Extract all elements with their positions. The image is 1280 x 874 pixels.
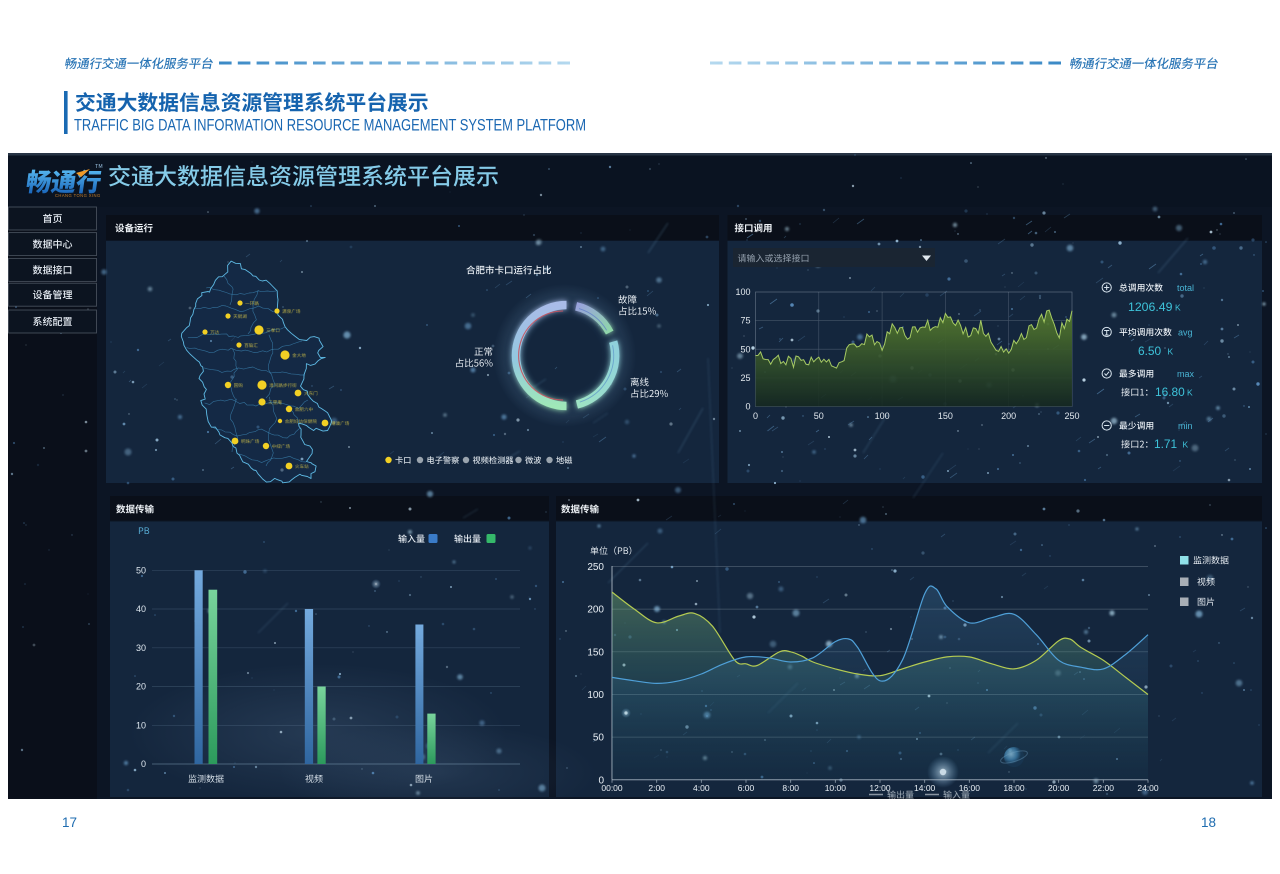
svg-text:20:00: 20:00 xyxy=(1048,783,1070,793)
svg-text:40: 40 xyxy=(136,604,146,614)
svg-text:10:00: 10:00 xyxy=(825,783,847,793)
svg-text:150: 150 xyxy=(938,411,953,421)
svg-text:min: min xyxy=(1178,421,1193,431)
svg-text:100: 100 xyxy=(587,690,604,701)
svg-text:30: 30 xyxy=(136,643,146,653)
svg-text:20: 20 xyxy=(136,682,146,692)
svg-text:200: 200 xyxy=(1001,411,1016,421)
svg-text:10: 10 xyxy=(136,720,146,730)
svg-text:50: 50 xyxy=(593,733,605,744)
svg-text:0: 0 xyxy=(598,775,604,786)
svg-text:6:00: 6:00 xyxy=(738,783,755,793)
svg-text:2:00: 2:00 xyxy=(648,783,665,793)
svg-text:17: 17 xyxy=(62,815,77,830)
svg-text:K: K xyxy=(1183,440,1189,450)
svg-text:150: 150 xyxy=(587,647,604,658)
svg-text:50: 50 xyxy=(740,344,750,354)
svg-text:0: 0 xyxy=(745,402,750,412)
svg-text:250: 250 xyxy=(587,562,604,573)
svg-text:K: K xyxy=(1187,388,1193,398)
svg-text:K: K xyxy=(1175,303,1181,313)
svg-text:12:00: 12:00 xyxy=(869,783,891,793)
svg-text:8:00: 8:00 xyxy=(782,783,799,793)
svg-text:4:00: 4:00 xyxy=(693,783,710,793)
svg-text:CHANG TONG XING: CHANG TONG XING xyxy=(55,193,101,198)
svg-text:total: total xyxy=(1177,283,1194,293)
svg-text:100: 100 xyxy=(875,411,890,421)
svg-text:avg: avg xyxy=(1178,327,1193,337)
svg-text:18: 18 xyxy=(1201,815,1216,830)
svg-text:25: 25 xyxy=(740,373,750,383)
svg-text:1206.49: 1206.49 xyxy=(1128,300,1173,314)
svg-text:00:00: 00:00 xyxy=(601,783,623,793)
svg-text:TRAFFIC BIG DATA INFORMATION R: TRAFFIC BIG DATA INFORMATION RESOURCE MA… xyxy=(74,117,586,135)
svg-text:16.80: 16.80 xyxy=(1155,385,1185,399)
svg-text:14:00: 14:00 xyxy=(914,783,936,793)
svg-text:0: 0 xyxy=(141,759,146,769)
svg-text:6.50: 6.50 xyxy=(1138,344,1162,358)
svg-text:18:00: 18:00 xyxy=(1003,783,1025,793)
svg-text:50: 50 xyxy=(814,411,824,421)
svg-text:24:00: 24:00 xyxy=(1137,783,1159,793)
svg-text:22:00: 22:00 xyxy=(1093,783,1115,793)
svg-text:max: max xyxy=(1177,369,1195,379)
svg-text:75: 75 xyxy=(740,316,750,326)
svg-text:0: 0 xyxy=(753,411,758,421)
svg-text:16:00: 16:00 xyxy=(959,783,981,793)
svg-text:200: 200 xyxy=(587,605,604,616)
svg-text:1.71: 1.71 xyxy=(1154,437,1178,451)
svg-text:100: 100 xyxy=(735,287,750,297)
svg-text:250: 250 xyxy=(1064,411,1079,421)
svg-text:K: K xyxy=(1168,347,1174,357)
svg-text:50: 50 xyxy=(136,565,146,575)
